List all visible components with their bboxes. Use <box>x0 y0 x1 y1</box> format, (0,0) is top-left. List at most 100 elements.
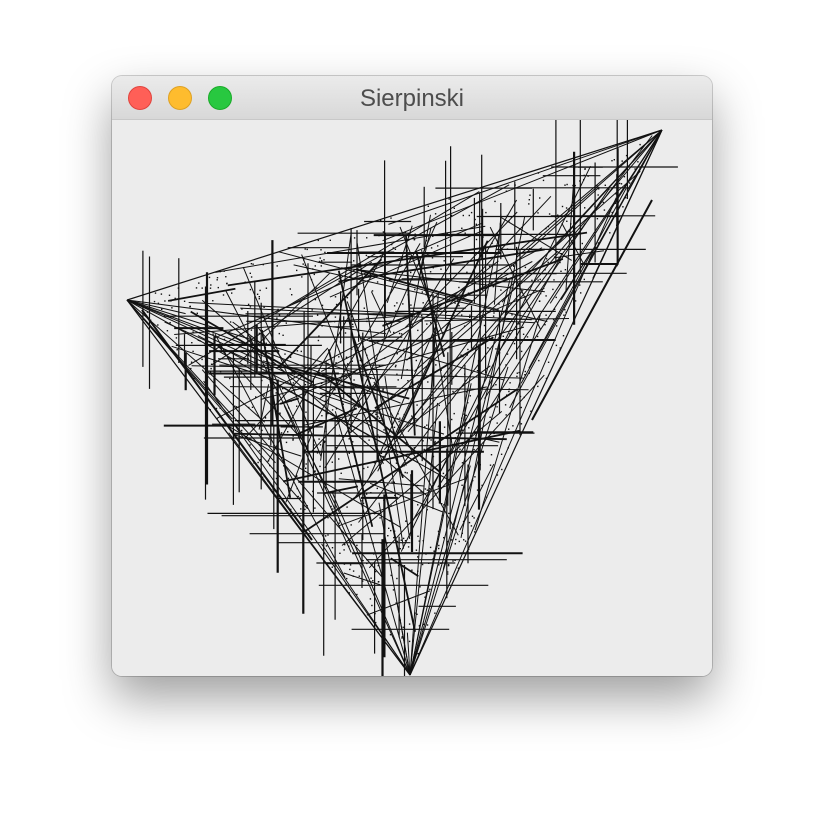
drawn-dot <box>506 248 509 250</box>
drawn-dot <box>514 184 516 186</box>
drawn-dot <box>402 537 405 540</box>
drawn-dot <box>339 552 341 554</box>
drawn-dot <box>434 421 436 423</box>
drawn-dot <box>485 496 488 498</box>
drawn-dot <box>426 489 429 491</box>
drawn-dot <box>311 309 313 311</box>
drawn-dot <box>611 211 613 214</box>
drawn-dot <box>365 254 368 257</box>
drawn-dot <box>342 403 344 405</box>
drawn-dot <box>302 263 304 265</box>
drawn-dot <box>390 217 392 219</box>
minimize-button[interactable] <box>168 86 192 110</box>
drawn-line <box>321 543 411 676</box>
drawn-dot <box>584 168 586 170</box>
drawn-dot <box>537 385 539 388</box>
drawn-line <box>264 354 411 676</box>
drawn-dot <box>411 278 413 280</box>
drawn-dot <box>526 336 529 338</box>
drawn-dot <box>455 375 458 377</box>
drawn-dot <box>583 223 586 225</box>
drawn-dot <box>315 445 317 448</box>
drawn-line <box>382 129 663 242</box>
drawn-dot <box>474 476 476 478</box>
drawn-line <box>341 411 503 546</box>
drawn-dot <box>539 197 541 199</box>
drawn-dot <box>233 357 235 360</box>
drawn-dot <box>334 389 336 391</box>
drawn-dot <box>216 279 218 281</box>
drawn-dot <box>373 462 376 464</box>
zoom-button[interactable] <box>208 86 232 110</box>
drawn-dot <box>381 631 384 634</box>
drawn-dot <box>513 342 516 345</box>
drawn-dot <box>413 259 415 261</box>
drawn-dot <box>404 231 407 234</box>
drawn-dot <box>499 333 501 336</box>
drawn-line <box>126 299 266 423</box>
drawn-dot <box>183 300 186 302</box>
drawn-line <box>388 129 663 225</box>
drawn-dot <box>446 540 448 543</box>
drawn-dot <box>565 311 567 313</box>
drawn-dot <box>394 494 396 497</box>
drawn-dot <box>560 253 562 255</box>
drawn-dot <box>450 252 452 255</box>
drawn-line <box>493 213 502 305</box>
drawn-dot <box>209 371 212 373</box>
drawn-dot <box>583 278 585 281</box>
drawn-dot <box>404 542 406 544</box>
drawn-dot <box>495 348 497 350</box>
drawn-dot <box>615 193 617 195</box>
drawn-dot <box>432 235 434 237</box>
title-bar[interactable]: Sierpinski <box>112 76 712 120</box>
drawn-dot <box>461 462 464 464</box>
drawn-dot <box>598 204 600 206</box>
drawn-dot <box>464 477 466 479</box>
drawn-dot <box>258 298 260 300</box>
drawn-dot <box>366 354 368 356</box>
drawn-dot <box>639 143 641 146</box>
drawn-dot <box>348 592 350 594</box>
drawn-dot <box>401 257 403 259</box>
drawn-dot <box>345 376 347 378</box>
drawn-dot <box>350 422 352 424</box>
drawn-dot <box>229 321 232 323</box>
drawn-dot <box>462 355 464 358</box>
drawn-dot <box>322 404 324 406</box>
drawn-dot <box>313 273 315 276</box>
drawn-dot <box>366 237 368 239</box>
drawn-dot <box>414 288 416 291</box>
drawn-dot <box>518 371 520 374</box>
drawn-dot <box>312 268 314 270</box>
drawn-dot <box>552 288 554 291</box>
drawn-dot <box>443 537 445 539</box>
drawn-dot <box>494 200 496 203</box>
drawn-dot <box>202 365 204 367</box>
drawn-dot <box>378 417 381 419</box>
drawn-dot <box>447 418 449 420</box>
drawn-dot <box>467 402 469 404</box>
drawn-dot <box>292 384 294 386</box>
drawn-dot <box>326 434 329 436</box>
drawn-dot <box>522 333 525 335</box>
drawn-dot <box>291 294 293 296</box>
drawn-dot <box>169 322 171 324</box>
drawn-dot <box>461 417 463 419</box>
drawn-dot <box>223 338 226 341</box>
drawn-dot <box>505 414 507 416</box>
drawn-dot <box>388 527 390 529</box>
close-button[interactable] <box>128 86 152 110</box>
drawn-dot <box>305 467 307 469</box>
drawn-dot <box>545 314 547 316</box>
drawn-dot <box>626 165 629 168</box>
drawn-dot <box>604 184 606 186</box>
drawn-dot <box>327 517 329 519</box>
drawn-dot <box>235 406 238 408</box>
drawn-dot <box>356 593 358 596</box>
drawn-dot <box>264 417 267 419</box>
drawn-dot <box>407 290 410 293</box>
drawn-dot <box>492 384 495 387</box>
drawn-dot <box>335 447 337 449</box>
drawn-dot <box>324 440 326 443</box>
